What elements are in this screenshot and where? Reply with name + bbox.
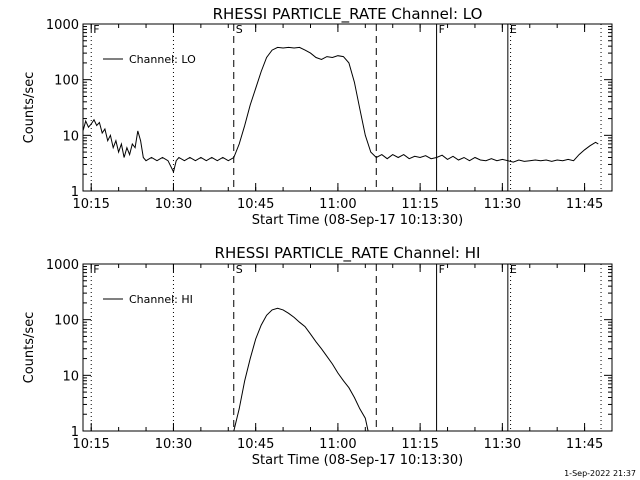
x-tick-label: 10:15 — [72, 437, 109, 452]
event-marker-label: F — [439, 23, 445, 36]
timestamp-label: 1-Sep-2022 21:37 — [564, 469, 636, 478]
y-axis-label: Counts/sec — [22, 312, 37, 384]
y-tick-label: 1000 — [46, 258, 79, 273]
chart-title: RHESSI PARTICLE_RATE Channel: LO — [213, 5, 483, 24]
x-tick-label: 11:00 — [319, 197, 356, 212]
y-tick-label: 100 — [54, 314, 79, 329]
legend-label: Channel: HI — [129, 293, 193, 306]
y-axis-label: Counts/sec — [22, 72, 37, 144]
event-marker-label: F — [439, 263, 445, 276]
x-tick-label: 11:00 — [319, 437, 356, 452]
x-tick-label: 10:45 — [237, 197, 274, 212]
x-tick-label: 11:15 — [401, 437, 438, 452]
chart-panel-1: RHESSI PARTICLE_RATE Channel: HI 10:15 10:… — [22, 244, 613, 468]
chart-title: RHESSI PARTICLE_RATE Channel: HI — [215, 244, 481, 263]
y-tick-label: 1 — [71, 425, 79, 440]
x-tick-label: 10:30 — [155, 437, 192, 452]
x-tick-label: 11:30 — [484, 437, 521, 452]
y-tick-label: 1000 — [46, 18, 79, 33]
y-tick-label: 100 — [54, 74, 79, 89]
plot-frame — [82, 23, 613, 192]
chart-panel-0: RHESSI PARTICLE_RATE Channel: LO 10:15 10:… — [22, 5, 613, 228]
series-line — [233, 307, 369, 432]
series-line — [82, 46, 599, 174]
x-tick-label: 10:15 — [72, 197, 109, 212]
x-tick-label: 11:45 — [566, 437, 603, 452]
event-marker-label: E — [510, 23, 517, 36]
x-axis-label: Start Time (08-Sep-17 10:13:30) — [252, 213, 463, 228]
x-tick-label: 10:45 — [237, 437, 274, 452]
x-tick-label: 11:30 — [484, 197, 521, 212]
event-marker-label: S — [236, 23, 243, 36]
legend-label: Channel: LO — [129, 53, 196, 66]
event-marker-label: F — [93, 23, 99, 36]
y-tick-label: 1 — [71, 185, 79, 200]
x-axis-label: Start Time (08-Sep-17 10:13:30) — [252, 453, 463, 468]
x-tick-label: 10:30 — [155, 197, 192, 212]
x-tick-label: 11:15 — [401, 197, 438, 212]
y-tick-label: 10 — [62, 129, 79, 144]
event-marker-label: E — [510, 263, 517, 276]
event-marker-label: F — [93, 263, 99, 276]
event-marker-label: S — [236, 263, 243, 276]
plot-frame — [82, 263, 613, 432]
y-tick-label: 10 — [62, 369, 79, 384]
x-tick-label: 11:45 — [566, 197, 603, 212]
